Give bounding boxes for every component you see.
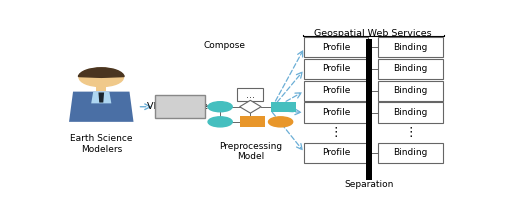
FancyBboxPatch shape bbox=[271, 102, 296, 112]
FancyBboxPatch shape bbox=[304, 143, 369, 163]
Text: ⋮: ⋮ bbox=[330, 126, 342, 139]
Polygon shape bbox=[240, 100, 261, 113]
Circle shape bbox=[268, 117, 293, 127]
Polygon shape bbox=[98, 92, 104, 102]
Text: Geospatial Web Services: Geospatial Web Services bbox=[315, 29, 432, 38]
Circle shape bbox=[79, 68, 123, 87]
Circle shape bbox=[208, 117, 232, 127]
Polygon shape bbox=[91, 92, 111, 103]
Text: VDP Designer: VDP Designer bbox=[147, 102, 212, 111]
Text: Earth Science
Modelers: Earth Science Modelers bbox=[70, 135, 133, 154]
Polygon shape bbox=[96, 87, 106, 91]
FancyBboxPatch shape bbox=[378, 81, 443, 101]
FancyBboxPatch shape bbox=[240, 116, 265, 126]
Text: Compose: Compose bbox=[203, 41, 245, 50]
FancyBboxPatch shape bbox=[304, 81, 369, 101]
FancyBboxPatch shape bbox=[238, 89, 263, 101]
FancyBboxPatch shape bbox=[304, 37, 369, 57]
FancyBboxPatch shape bbox=[378, 143, 443, 163]
FancyBboxPatch shape bbox=[154, 95, 205, 118]
Text: Profile: Profile bbox=[322, 148, 350, 157]
Wedge shape bbox=[79, 68, 124, 77]
Text: ...: ... bbox=[246, 90, 255, 100]
Text: Binding: Binding bbox=[394, 108, 428, 117]
Text: Profile: Profile bbox=[322, 86, 350, 95]
Text: ⋮: ⋮ bbox=[405, 126, 417, 139]
Text: Binding: Binding bbox=[394, 148, 428, 157]
FancyBboxPatch shape bbox=[378, 59, 443, 79]
FancyBboxPatch shape bbox=[367, 39, 372, 180]
FancyBboxPatch shape bbox=[378, 37, 443, 57]
FancyBboxPatch shape bbox=[304, 102, 369, 123]
FancyBboxPatch shape bbox=[304, 59, 369, 79]
Text: Binding: Binding bbox=[394, 43, 428, 52]
Circle shape bbox=[208, 102, 232, 112]
Text: Binding: Binding bbox=[394, 86, 428, 95]
Polygon shape bbox=[69, 92, 134, 122]
Text: Preprocessing
Model: Preprocessing Model bbox=[219, 142, 282, 161]
Text: Separation: Separation bbox=[344, 180, 394, 189]
Text: Profile: Profile bbox=[322, 65, 350, 73]
Text: Profile: Profile bbox=[322, 108, 350, 117]
Text: Binding: Binding bbox=[394, 65, 428, 73]
FancyBboxPatch shape bbox=[378, 102, 443, 123]
Text: Profile: Profile bbox=[322, 43, 350, 52]
